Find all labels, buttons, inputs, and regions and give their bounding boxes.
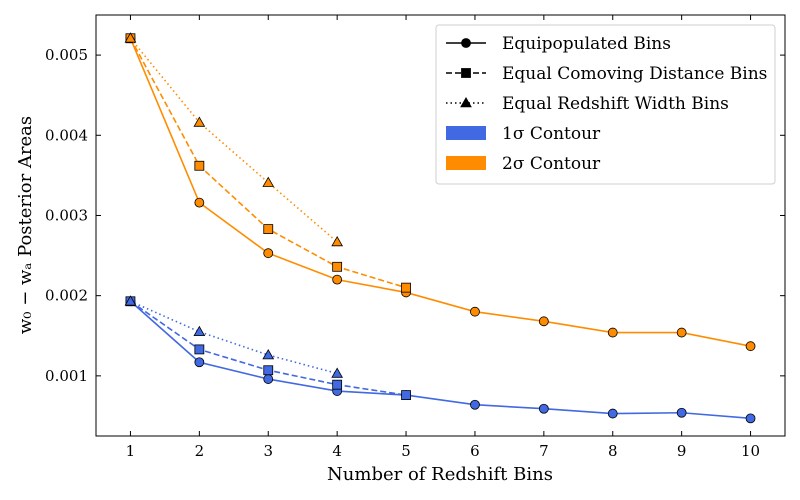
x-tick-label: 2 — [195, 442, 205, 460]
x-tick-label: 6 — [470, 442, 480, 460]
x-tick-label: 8 — [608, 442, 618, 460]
data-point-2sigma-equipopulated — [470, 306, 480, 317]
data-point-2sigma-equal_comoving_distance — [332, 261, 343, 272]
data-point-2sigma-equal_comoving_distance — [194, 160, 205, 171]
y-axis: 0.001 0.002 0.003 0.004 0.005 — [45, 46, 785, 385]
legend-label: Equipopulated Bins — [502, 34, 671, 54]
data-point-1sigma-equal_comoving_distance — [194, 344, 205, 355]
data-point-1sigma-equipopulated — [538, 403, 549, 414]
data-point-1sigma-equal_redshift_width — [262, 349, 275, 360]
data-point-2sigma-equipopulated — [538, 316, 549, 327]
y-tick-label: 0.001 — [45, 367, 88, 385]
legend-entry: 1σ Contour — [446, 124, 601, 144]
data-point-2sigma-equal_comoving_distance — [263, 224, 274, 235]
series-2sigma-equal_redshift_width — [124, 32, 344, 247]
legend-entry: 2σ Contour — [446, 154, 601, 174]
legend-label: Equal Redshift Width Bins — [502, 94, 729, 114]
legend-label: 1σ Contour — [502, 124, 601, 144]
data-point-1sigma-equipopulated — [194, 357, 205, 368]
legend: Equipopulated Bins Equal Comoving Distanc… — [435, 24, 776, 185]
series-line-2sigma-equipopulated — [129, 37, 751, 347]
x-axis-title: Number of Redshift Bins — [327, 464, 553, 485]
y-axis-title: w₀ − wₐ Posterior Areas — [15, 116, 36, 334]
x-tick-label: 7 — [539, 442, 549, 460]
legend-label: 2σ Contour — [502, 154, 601, 174]
data-point-1sigma-equipopulated — [745, 413, 756, 424]
data-point-2sigma-equipopulated — [676, 327, 687, 338]
y-tick-label: 0.005 — [45, 46, 88, 64]
data-point-1sigma-equal_comoving_distance — [401, 390, 411, 401]
data-point-2sigma-equipopulated — [745, 341, 756, 352]
legend-entry: Equipopulated Bins — [446, 34, 671, 54]
x-tick-label: 4 — [332, 442, 342, 460]
series-layer — [124, 32, 756, 424]
series-1sigma-equal_redshift_width — [124, 295, 344, 378]
data-point-2sigma-equipopulated — [194, 197, 205, 208]
data-point-1sigma-equal_redshift_width — [124, 295, 137, 306]
series-line-1sigma-equal_redshift_width — [130, 300, 338, 375]
legend-circle-marker — [461, 38, 471, 48]
x-tick-label: 9 — [677, 442, 687, 460]
data-point-2sigma-equal_redshift_width — [193, 116, 206, 127]
data-point-1sigma-equal_comoving_distance — [263, 365, 274, 376]
data-point-1sigma-equal_comoving_distance — [332, 379, 343, 390]
x-tick-label: 10 — [741, 442, 760, 460]
data-point-2sigma-equal_redshift_width — [331, 235, 344, 247]
x-tick-label: 1 — [126, 442, 136, 460]
series-line-1sigma-equipopulated — [129, 300, 751, 420]
data-point-2sigma-equipopulated — [607, 327, 618, 338]
plot-frame — [95, 14, 786, 437]
series-line-2sigma-equal_redshift_width — [129, 37, 338, 243]
data-point-1sigma-equipopulated — [263, 374, 274, 384]
legend-triangle-marker — [460, 97, 472, 108]
legend-color-patch — [446, 126, 486, 140]
x-tick-label: 3 — [263, 442, 273, 460]
data-point-1sigma-equal_redshift_width — [331, 367, 344, 378]
legend-label: Equal Comoving Distance Bins — [502, 64, 767, 84]
legend-entry: Equal Redshift Width Bins — [446, 94, 729, 114]
data-point-2sigma-equipopulated — [263, 248, 274, 259]
data-point-2sigma-equal_comoving_distance — [401, 282, 411, 293]
data-point-2sigma-equal_redshift_width — [124, 32, 137, 43]
x-axis: 1 2 3 4 5 6 7 8 9 10 — [126, 15, 760, 460]
legend-color-patch — [446, 156, 486, 170]
y-tick-label: 0.003 — [45, 206, 88, 224]
legend-entry: Equal Comoving Distance Bins — [446, 64, 767, 84]
legend-square-marker — [461, 68, 471, 78]
data-point-1sigma-equipopulated — [676, 407, 687, 418]
y-tick-label: 0.004 — [45, 126, 88, 144]
series-1sigma-equipopulated — [125, 296, 756, 424]
data-point-2sigma-equipopulated — [332, 274, 343, 285]
data-point-1sigma-equal_redshift_width — [193, 325, 206, 337]
data-point-1sigma-equipopulated — [607, 408, 618, 419]
data-point-1sigma-equipopulated — [470, 399, 480, 410]
data-point-2sigma-equal_redshift_width — [262, 176, 275, 187]
y-tick-label: 0.002 — [45, 287, 88, 305]
legend-box — [435, 24, 776, 185]
x-tick-label: 5 — [401, 442, 411, 460]
series-1sigma-equal_comoving_distance — [125, 296, 411, 401]
